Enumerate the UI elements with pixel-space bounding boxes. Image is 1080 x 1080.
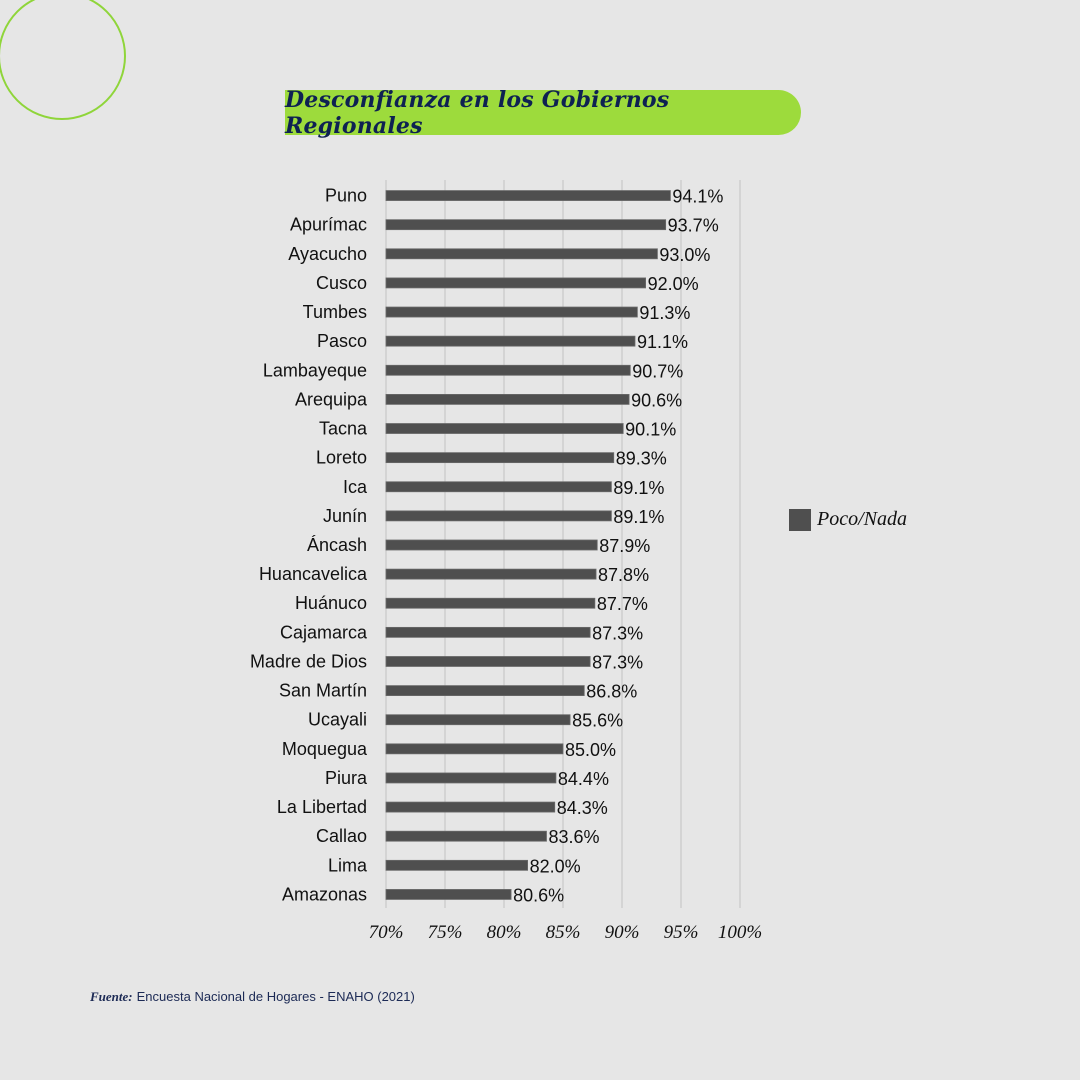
category-label: Ayacucho [288,244,367,264]
bar [385,335,636,347]
value-label: 94.1% [672,187,723,207]
value-label: 89.1% [613,507,664,527]
x-tick-label: 80% [487,922,522,943]
value-label: 92.0% [648,274,699,294]
category-label: Junín [323,506,367,526]
bar [385,714,571,726]
value-label: 85.6% [572,711,623,731]
bar [385,481,612,493]
bar [385,306,638,318]
x-axis-ticks: 70% 75% 80% 85% 90% 95% 100% [369,922,763,943]
value-label: 90.6% [631,390,682,410]
legend-swatch [789,508,811,531]
category-label: Madre de Dios [250,651,367,671]
value-label: 90.1% [625,420,676,440]
category-label: Tumbes [303,302,367,322]
category-label: Moquegua [282,739,368,759]
value-label: 86.8% [586,682,637,702]
bar [385,597,596,609]
category-label: Arequipa [295,389,368,409]
value-label: 89.1% [613,478,664,498]
bar [385,452,615,464]
category-label: Lima [328,855,368,875]
category-label: Puno [325,186,367,206]
bar [385,685,585,696]
source-label: Fuente: [90,989,133,1004]
bar [385,626,591,638]
value-label: 85.0% [565,740,616,760]
value-label: 83.6% [548,827,599,847]
value-label: 87.7% [597,594,648,614]
bar [385,393,630,405]
bar [385,568,597,580]
bar [385,219,667,231]
x-tick-label: 90% [605,922,640,943]
source-text: Encuesta Nacional de Hogares - ENAHO (20… [136,989,415,1004]
category-label: Ica [343,477,368,497]
bar [385,539,598,551]
bar [385,889,512,900]
category-label: Tacna [319,419,368,439]
chart-title: Desconfianza en los Gobiernos Regionales [285,86,670,139]
category-label: Pasco [317,331,367,351]
category-label: La Libertad [277,797,367,817]
bar [385,772,557,784]
category-label: Áncash [307,535,367,555]
x-tick-label: 75% [428,922,463,943]
bar [385,801,556,813]
x-tick-label: 85% [546,922,581,943]
value-label: 87.3% [592,652,643,672]
bar [385,859,529,871]
category-label: Piura [325,768,368,788]
category-label: Huancavelica [259,564,368,584]
category-label: Ucayali [308,710,367,730]
category-label: Huánuco [295,593,367,613]
bar [385,248,658,260]
category-label: San Martín [279,681,367,701]
category-label: Cajamarca [280,622,368,642]
value-labels: 94.1% 93.7% 93.0% 92.0% 91.3% 91.1% 90.7% 90.6%… [513,187,723,906]
category-label: Cusco [316,273,367,293]
value-label: 93.0% [659,245,710,265]
bar [385,277,647,289]
x-tick-label: 95% [664,922,699,943]
value-label: 93.7% [668,216,719,236]
value-label: 87.3% [592,623,643,643]
x-tick-label: 100% [718,922,762,943]
source-note: Fuente: Encuesta Nacional de Hogares - EN… [90,989,415,1005]
legend: Poco/Nada [789,508,907,531]
bar [385,190,671,201]
value-label: 90.7% [632,361,683,381]
chart-title-banner: Desconfianza en los Gobiernos Regionales [285,87,801,139]
decorative-circle [0,0,126,120]
value-label: 91.1% [637,332,688,352]
x-tick-label: 70% [369,922,404,943]
bar [385,364,631,376]
value-label: 89.3% [616,449,667,469]
category-label: Lambayeque [263,360,367,380]
category-label: Callao [316,826,367,846]
bar [385,656,591,667]
category-label: Amazonas [282,884,367,904]
bar [385,743,564,755]
bar [385,510,612,522]
value-label: 91.3% [639,303,690,323]
value-label: 84.4% [558,769,609,789]
bar [385,830,547,842]
value-label: 87.9% [599,536,650,556]
legend-label: Poco/Nada [817,508,907,530]
category-label: Loreto [316,448,367,468]
bar [385,423,624,434]
bars [385,190,671,900]
value-label: 87.8% [598,565,649,585]
value-label: 82.0% [530,856,581,876]
category-labels: Puno Apurímac Ayacucho Cusco Tumbes Pasco Lamb… [250,186,368,905]
category-label: Apurímac [290,215,367,235]
value-label: 80.6% [513,885,564,905]
value-label: 84.3% [557,798,608,818]
